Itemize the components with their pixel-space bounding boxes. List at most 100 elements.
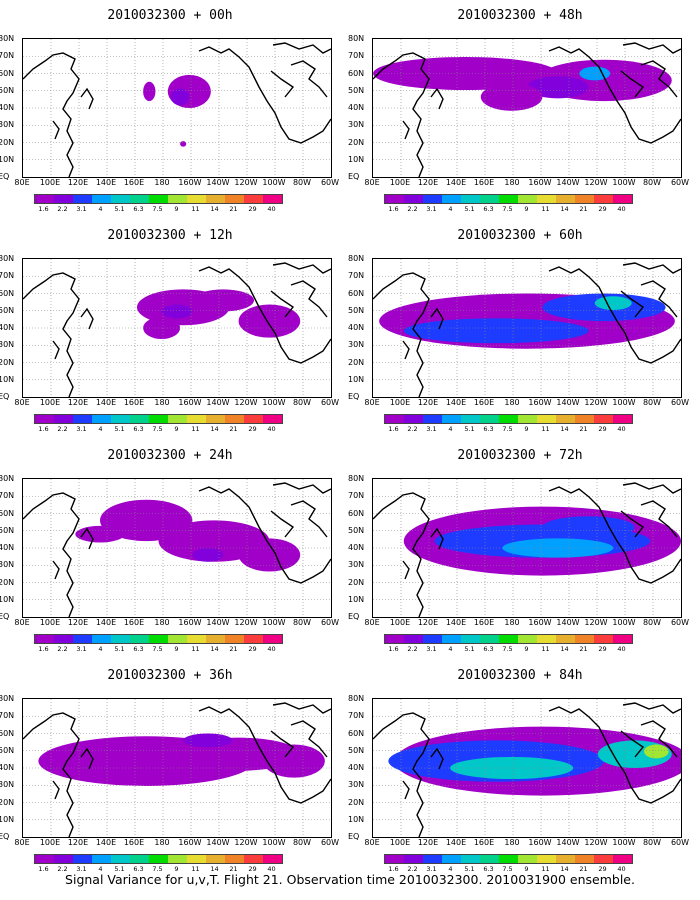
colorbar-swatch: [575, 195, 594, 203]
colorbar-swatch: [442, 635, 461, 643]
colorbar-swatch: [499, 635, 518, 643]
lon-label: 140E: [95, 838, 117, 847]
colorbar-swatch: [423, 415, 442, 423]
colorbar-swatch: [92, 195, 111, 203]
lat-label: 10N: [0, 374, 15, 384]
colorbar-swatch: [111, 415, 130, 423]
colorbar-swatch: [168, 635, 187, 643]
lat-label: 80N: [348, 694, 365, 703]
lon-label: 160E: [473, 618, 495, 627]
colorbar-level-label: 6.3: [133, 205, 144, 213]
lon-label: 100W: [612, 618, 636, 627]
lon-label: 160W: [528, 178, 552, 187]
colorbar-swatch: [404, 415, 423, 423]
lat-label: 80N: [348, 474, 365, 483]
lon-label: 100E: [389, 398, 411, 407]
colorbar-swatch: [92, 855, 111, 863]
lon-label: 60W: [320, 618, 340, 627]
colorbar-level-label: 21: [579, 865, 588, 873]
lat-label: 50N: [348, 85, 365, 95]
lon-label: 180: [504, 398, 520, 407]
map-panel: 2010032300 + 12h 80N 70N 60N 50N 40N 30N 20N 10N…: [0, 228, 340, 438]
colorbar-level-label: 4: [448, 645, 453, 653]
colorbar-swatch: [461, 635, 480, 643]
colorbar-level-label: 21: [229, 865, 238, 873]
lon-label: 100W: [262, 398, 286, 407]
lon-label: 120W: [234, 838, 258, 847]
colorbar-swatch: [263, 415, 282, 423]
lat-label: 10N: [0, 814, 15, 824]
colorbar-level-label: 11: [541, 865, 550, 873]
colorbar-swatch: [461, 415, 480, 423]
lat-label: 40N: [348, 323, 365, 332]
colorbar-level-label: 14: [560, 645, 569, 653]
lon-label: 80E: [14, 838, 30, 847]
colorbar-swatch: [461, 195, 480, 203]
lon-label: 140E: [445, 178, 467, 187]
lon-label: 140W: [556, 838, 580, 847]
lat-label: 80N: [0, 474, 15, 483]
lat-label: 30N: [0, 780, 15, 790]
lon-label: 60W: [320, 178, 340, 187]
variance-contour-fill: [480, 83, 543, 111]
colorbar-swatch: [130, 635, 149, 643]
lon-label: 100E: [39, 178, 61, 187]
lon-label: 60W: [670, 398, 690, 407]
map-area: [22, 478, 332, 618]
lon-label: 160W: [178, 398, 202, 407]
colorbar-swatch: [73, 415, 92, 423]
colorbar-level-label: 7.5: [152, 645, 163, 653]
colorbar-level-label: 9: [174, 645, 179, 653]
map-area: [22, 698, 332, 838]
lat-label: 80N: [0, 34, 15, 43]
lat-label: 20N: [0, 137, 15, 147]
lat-label: EQ: [0, 392, 10, 401]
lon-label: 140E: [445, 838, 467, 847]
colorbar-level-label: 6.3: [483, 425, 494, 433]
lon-label: 160E: [123, 618, 145, 627]
colorbar-swatch: [385, 635, 404, 643]
lat-label: 20N: [348, 797, 365, 807]
lon-label: 120E: [67, 838, 89, 847]
variance-contour-fill: [238, 538, 301, 572]
lon-label: 140E: [445, 618, 467, 627]
lon-label: 160W: [528, 618, 552, 627]
lon-label: 80E: [14, 178, 30, 187]
variance-contour-fill: [183, 733, 233, 748]
colorbar-swatch: [594, 415, 613, 423]
colorbar-swatch: [537, 635, 556, 643]
colorbar-level-label: 4: [98, 865, 103, 873]
colorbar-swatch: [480, 415, 499, 423]
colorbar-level-label: 7.5: [152, 205, 163, 213]
colorbar-swatch: [149, 635, 168, 643]
map-area: [22, 38, 332, 178]
lat-label: 70N: [348, 51, 365, 61]
variance-map: [373, 699, 681, 837]
colorbar-swatch: [613, 635, 632, 643]
lon-label: 100E: [39, 398, 61, 407]
colorbar-swatch: [54, 195, 73, 203]
colorbar-swatch: [130, 195, 149, 203]
panel-title: 2010032300 + 12h: [107, 228, 233, 243]
lon-label: 160W: [178, 838, 202, 847]
colorbar-level-label: 4: [448, 205, 453, 213]
lon-label: 80E: [14, 398, 30, 407]
lat-label: 70N: [0, 51, 15, 61]
colorbar-level-label: 1.6: [388, 425, 399, 433]
lat-label: 60N: [348, 288, 365, 298]
colorbar-level-label: 11: [541, 425, 550, 433]
lat-label: 30N: [0, 340, 15, 350]
lat-label: EQ: [0, 832, 10, 841]
colorbar-level-label: 7.5: [502, 865, 513, 873]
colorbar-swatch: [54, 415, 73, 423]
colorbar-level-label: 9: [174, 205, 179, 213]
colorbar-level-label: 6.3: [483, 645, 494, 653]
lat-label: 20N: [0, 797, 15, 807]
colorbar-level-label: 11: [541, 205, 550, 213]
colorbar-level-label: 21: [579, 425, 588, 433]
colorbar-swatch: [613, 415, 632, 423]
lon-label: 160W: [528, 398, 552, 407]
lon-label: 160W: [528, 838, 552, 847]
colorbar-swatch: [613, 195, 632, 203]
map-area: [372, 698, 682, 838]
